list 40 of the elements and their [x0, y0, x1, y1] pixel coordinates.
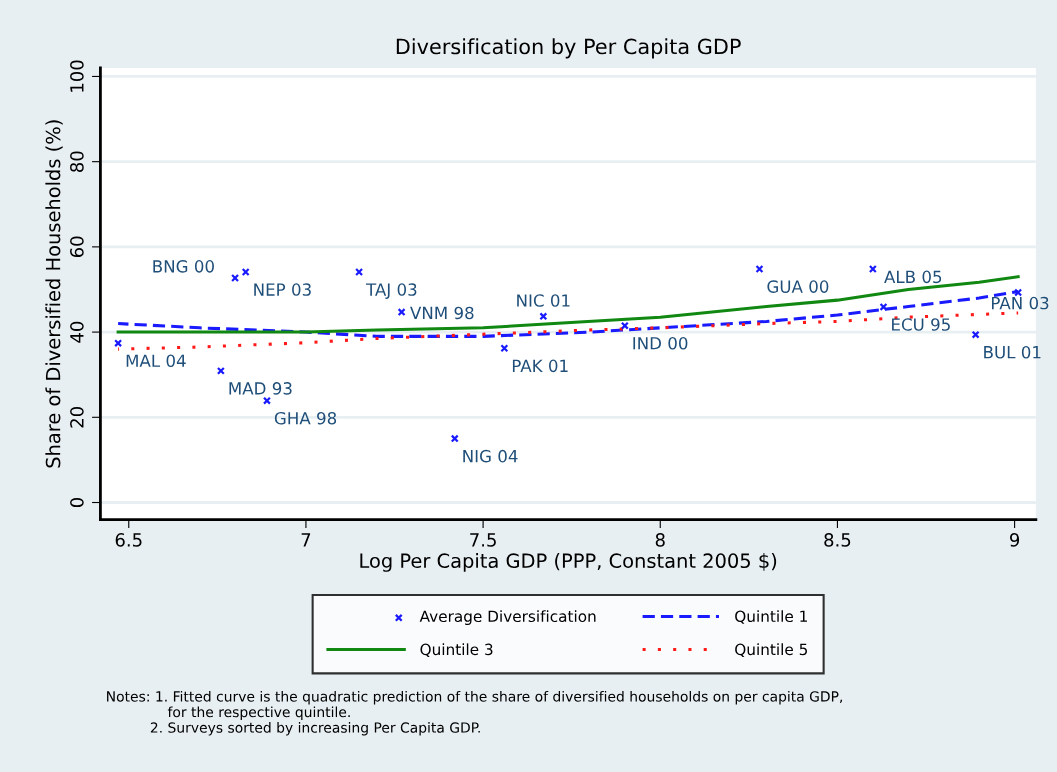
annotation: MAL 04: [126, 354, 186, 368]
annotation: NEP 03: [254, 283, 311, 296]
annotation: GUA 00: [767, 280, 829, 293]
y-tick-label: 100: [70, 60, 84, 92]
x-tick-label: 6.5: [115, 533, 142, 547]
legend-label: Quintile 3: [420, 643, 493, 657]
legend-label: Average Diversification: [419, 610, 596, 625]
legend-label: Quintile 5: [735, 643, 808, 657]
point: [620, 321, 629, 330]
annotation: IND 00: [633, 336, 688, 350]
annotation: VNM 98: [410, 306, 474, 320]
annotation: NIG 04: [463, 449, 518, 463]
y-tick-label: 80: [70, 151, 84, 172]
legend-label: Quintile 1: [735, 610, 807, 624]
annotation: GHA 98: [274, 411, 337, 425]
y-axis-title: Share of Diversified Households (%): [45, 120, 63, 468]
annotation: PAK 01: [512, 359, 568, 373]
annotation: NIC 01: [517, 294, 570, 307]
x-tick-label: 8.5: [824, 533, 851, 547]
annotation: MAD 93: [229, 382, 292, 395]
annotation: PAN 03: [992, 296, 1049, 310]
y-tick-label: 40: [70, 321, 84, 343]
annotation: TAJ 03: [365, 283, 417, 299]
point: [879, 302, 888, 312]
annotation: ECU 95: [892, 318, 950, 331]
chart-title: Diversification by Per Capita GDP: [396, 38, 741, 59]
x-tick-label: 9: [1009, 533, 1020, 547]
x-tick-label: 8: [655, 533, 665, 547]
point: [397, 308, 406, 317]
text: Notes: 1. Fitted curve is the quadratic prediction of the share of diversified households on per capita GDP, for the respective quintile. 2. Surveys sorted by increasing Per Capita GDP.: [107, 690, 843, 736]
x-axis-title: Log Per Capita GDP (PPP, Constant 2005 $): [360, 553, 777, 572]
annotation: ALB 05: [884, 270, 942, 284]
annotation: BNG 00: [153, 260, 214, 273]
point: [755, 264, 764, 274]
x-tick-label: 7.5: [470, 533, 496, 547]
x-tick-label: 7: [301, 533, 311, 547]
y-tick-label: 0: [70, 497, 84, 508]
annotation: BUL 01: [984, 345, 1041, 359]
y-tick-label: 60: [70, 236, 84, 258]
y-tick-label: 20: [70, 407, 84, 428]
